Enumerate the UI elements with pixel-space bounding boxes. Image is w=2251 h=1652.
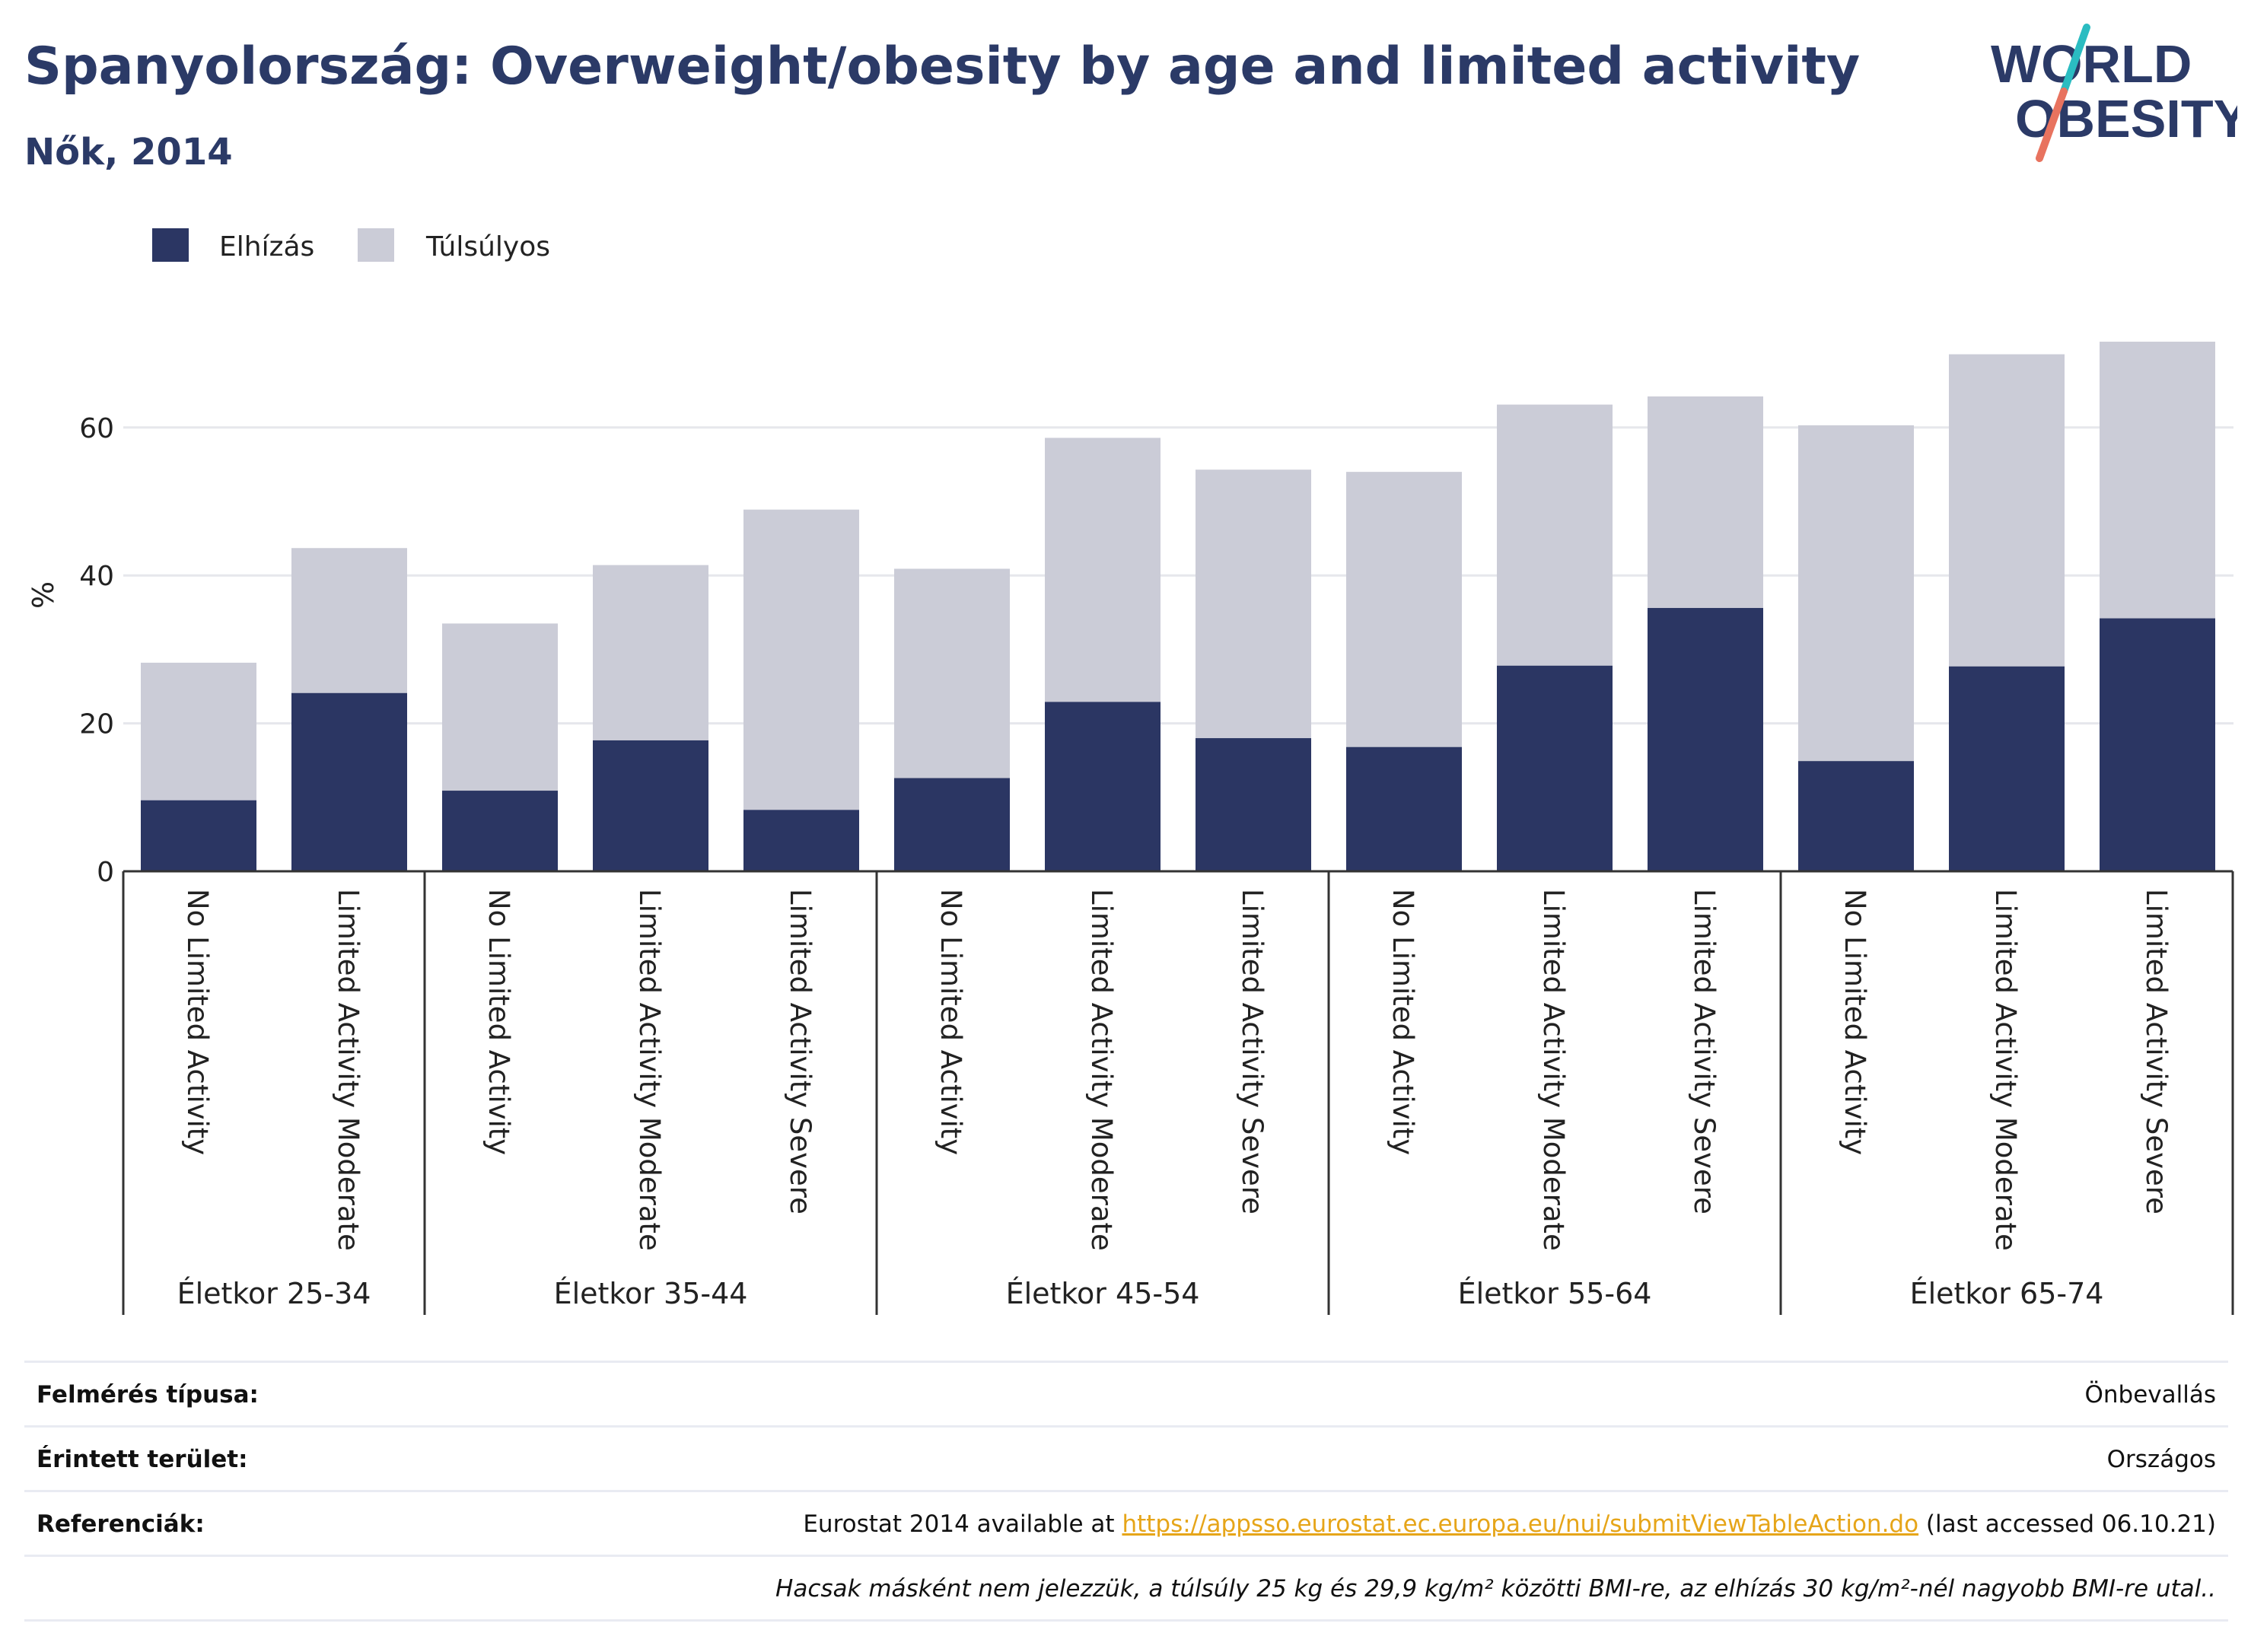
bar-obesity (1196, 738, 1311, 871)
x-category-label: Limited Activity Severe (2140, 889, 2173, 1214)
x-category-label: Limited Activity Moderate (1085, 889, 1118, 1251)
x-category-label: Limited Activity Moderate (1989, 889, 2022, 1251)
bar-obesity (894, 778, 1010, 871)
bar-obesity (593, 740, 708, 871)
x-group-label: Életkor 65-74 (1910, 1277, 2104, 1310)
footer-table: Felmérés típusa: Önbevallás Érintett ter… (24, 1361, 2228, 1622)
bar-obesity (141, 800, 256, 871)
logo-word-world: WORLD (1991, 34, 2192, 94)
bar-overweight (1346, 472, 1462, 747)
area-value: Országos (2106, 1446, 2216, 1473)
bar-overweight (743, 509, 859, 810)
x-category-label: Limited Activity Severe (1236, 889, 1269, 1214)
bar-overweight (442, 623, 558, 791)
footer-row-note: Hacsak másként nem jelezzük, a túlsúly 2… (24, 1557, 2228, 1622)
x-category-label: Limited Activity Severe (1688, 889, 1721, 1214)
bar-obesity (1045, 702, 1161, 871)
bar-obesity (291, 692, 407, 871)
footer-row-survey: Felmérés típusa: Önbevallás (24, 1361, 2228, 1428)
bar-obesity (1949, 666, 2065, 871)
bar-obesity (442, 791, 558, 871)
references-label: Referenciák: (37, 1510, 205, 1538)
bar-obesity (1346, 746, 1462, 871)
gridlines (123, 426, 2233, 725)
bar-overweight (1648, 396, 1763, 608)
legend-label-overweight: Túlsúlyos (425, 231, 550, 263)
x-category-label: Limited Activity Moderate (633, 889, 666, 1251)
bar-overweight (1045, 438, 1161, 702)
definition-note: Hacsak másként nem jelezzük, a túlsúly 2… (775, 1575, 2216, 1603)
bar-overweight (141, 662, 256, 801)
x-category-label: Limited Activity Moderate (332, 889, 365, 1251)
x-category-label: Limited Activity Moderate (1537, 889, 1570, 1251)
bar-overweight (1497, 404, 1613, 666)
chart-title: Spanyolország: Overweight/obesity by age… (24, 37, 1861, 97)
reference-suffix: (last accessed 06.10.21) (1918, 1510, 2216, 1538)
legend-swatch-overweight (358, 228, 394, 262)
logo-slash-teal (2060, 24, 2090, 95)
x-group-label: Életkor 25-34 (177, 1277, 371, 1310)
bar-overweight (894, 568, 1010, 778)
legend: Elhízás Túlsúlyos (152, 228, 550, 263)
footer-row-references: Referenciák: Eurostat 2014 available at … (24, 1492, 2228, 1557)
x-category-label: No Limited Activity (1387, 889, 1419, 1155)
x-group-label: Életkor 45-54 (1006, 1277, 1200, 1310)
legend-label-obesity: Elhízás (219, 231, 314, 263)
y-tick-label: 20 (79, 709, 114, 740)
references-value: Eurostat 2014 available at https://appss… (803, 1510, 2216, 1538)
bar-overweight (291, 548, 407, 693)
x-category-label: No Limited Activity (1839, 889, 1871, 1155)
bar-obesity (1497, 665, 1613, 871)
footer-row-area: Érintett terület: Országos (24, 1428, 2228, 1492)
bar-obesity (1798, 761, 1914, 871)
y-tick-label: 40 (79, 561, 114, 592)
survey-type-value: Önbevallás (2084, 1381, 2216, 1408)
axes: 0 20 40 60 No Limited Activity Limited Activi… (79, 413, 2234, 1315)
bar-obesity (2100, 618, 2215, 871)
bars (141, 342, 2215, 871)
bar-overweight (1798, 425, 1914, 762)
bar-chart: Elhízás Túlsúlyos 0 20 40 60 No Limited Acti… (27, 228, 2234, 1315)
reference-prefix: Eurostat 2014 available at (803, 1510, 1122, 1538)
logo-slash-coral (2036, 88, 2068, 162)
y-tick-label: 60 (79, 413, 114, 444)
legend-swatch-obesity (152, 228, 189, 262)
chart-subtitle: Nők, 2014 (24, 131, 233, 173)
y-tick-label: 0 (97, 857, 114, 888)
area-label: Érintett terület: (37, 1446, 248, 1473)
bar-obesity (1648, 607, 1763, 871)
reference-link[interactable]: https://appsso.eurostat.ec.europa.eu/nui… (1122, 1510, 1919, 1538)
x-group-label: Életkor 35-44 (554, 1277, 748, 1310)
bar-overweight (2100, 342, 2215, 619)
x-group-label: Életkor 55-64 (1458, 1277, 1652, 1310)
bar-overweight (593, 565, 708, 740)
x-category-label: Limited Activity Severe (784, 889, 817, 1214)
world-obesity-logo: WORLD OBESITY (1991, 24, 2237, 162)
bar-obesity (743, 810, 859, 871)
x-category-label: No Limited Activity (482, 889, 515, 1155)
y-axis-label: % (27, 581, 60, 609)
x-category-label: No Limited Activity (934, 889, 967, 1155)
bar-overweight (1196, 469, 1311, 739)
bar-overweight (1949, 354, 2065, 667)
x-category-label: No Limited Activity (181, 889, 214, 1155)
survey-type-label: Felmérés típusa: (37, 1381, 259, 1408)
